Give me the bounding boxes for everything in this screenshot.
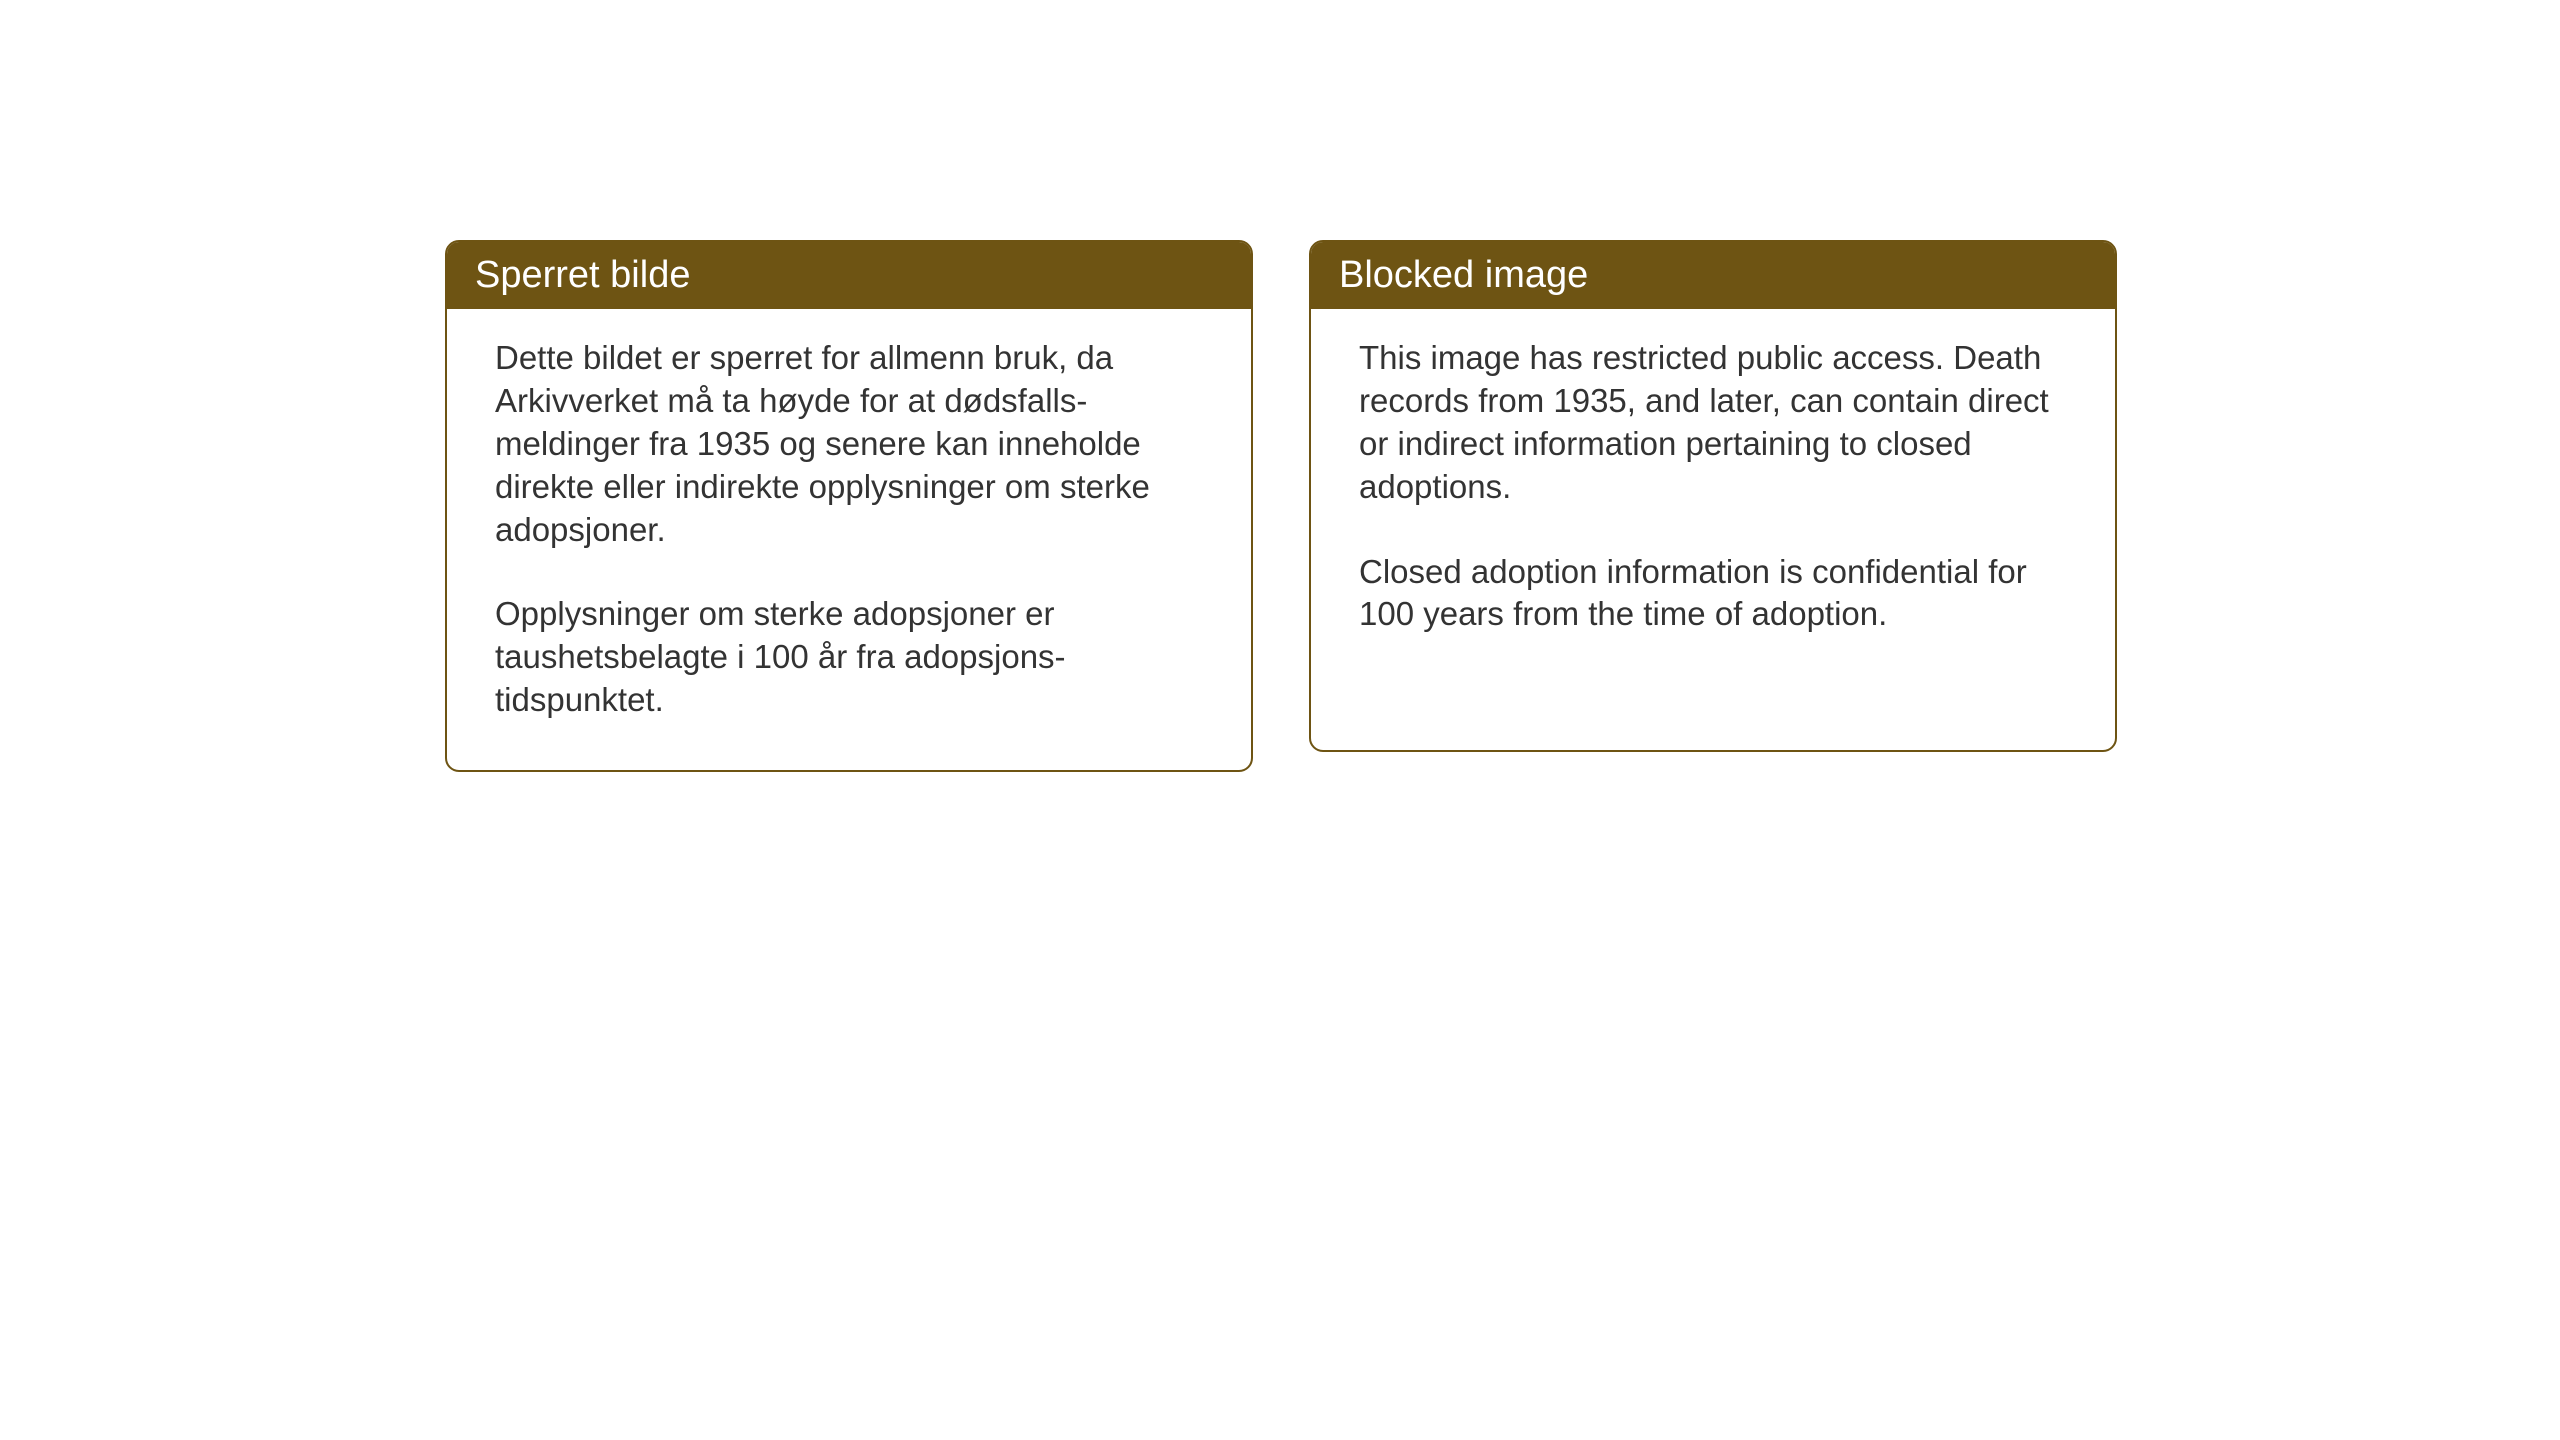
english-card-body: This image has restricted public access.… bbox=[1311, 309, 2115, 684]
notice-cards-container: Sperret bilde Dette bildet er sperret fo… bbox=[445, 240, 2117, 772]
norwegian-paragraph-1: Dette bildet er sperret for allmenn bruk… bbox=[495, 337, 1203, 551]
norwegian-card-body: Dette bildet er sperret for allmenn bruk… bbox=[447, 309, 1251, 770]
norwegian-card-title: Sperret bilde bbox=[447, 242, 1251, 309]
norwegian-notice-card: Sperret bilde Dette bildet er sperret fo… bbox=[445, 240, 1253, 772]
english-card-title: Blocked image bbox=[1311, 242, 2115, 309]
english-paragraph-2: Closed adoption information is confident… bbox=[1359, 551, 2067, 637]
english-paragraph-1: This image has restricted public access.… bbox=[1359, 337, 2067, 509]
norwegian-paragraph-2: Opplysninger om sterke adopsjoner er tau… bbox=[495, 593, 1203, 722]
english-notice-card: Blocked image This image has restricted … bbox=[1309, 240, 2117, 752]
